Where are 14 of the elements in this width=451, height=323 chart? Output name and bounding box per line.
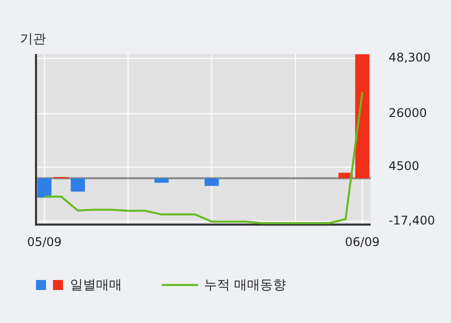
chart-title: 기관 bbox=[20, 31, 46, 48]
y-tick-label: 4500 bbox=[388, 159, 420, 174]
y-tick-label: 48,300 bbox=[388, 50, 431, 65]
bar bbox=[37, 178, 52, 198]
bar bbox=[355, 54, 370, 178]
legend-label: 일별매매 bbox=[70, 277, 122, 294]
x-tick-label: 05/09 bbox=[27, 234, 62, 249]
bar bbox=[204, 178, 219, 186]
legend-label: 누적 매매동향 bbox=[204, 277, 286, 294]
bar bbox=[154, 178, 169, 183]
y-tick-label: -17,400 bbox=[388, 214, 436, 228]
bar bbox=[70, 178, 85, 192]
x-tick-label: 06/09 bbox=[345, 234, 380, 249]
y-tick-label: 26000 bbox=[388, 106, 427, 120]
